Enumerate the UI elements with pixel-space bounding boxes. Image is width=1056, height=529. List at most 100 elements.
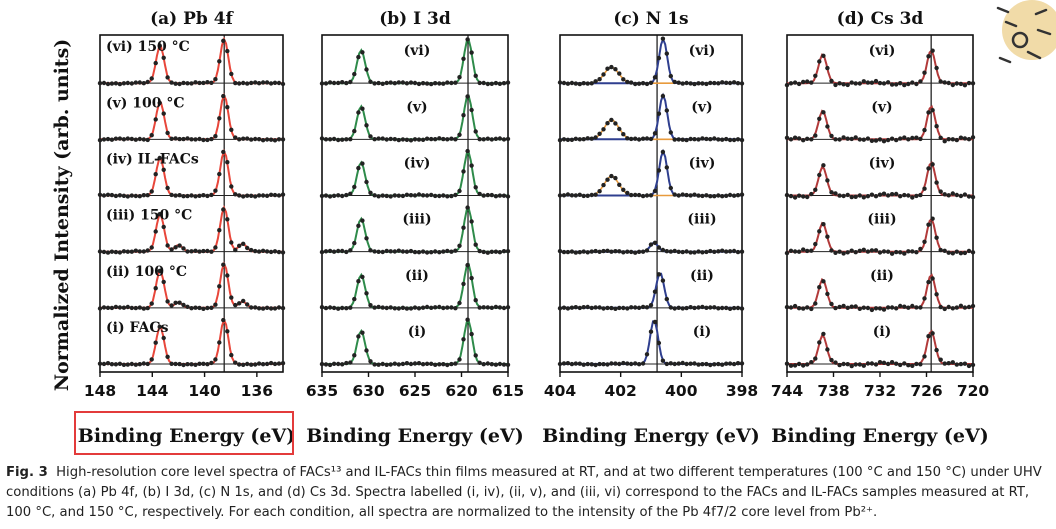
data-point xyxy=(331,193,337,198)
data-point xyxy=(700,136,705,141)
data-point xyxy=(105,192,111,197)
data-point xyxy=(857,137,862,142)
data-point xyxy=(113,136,119,141)
data-point xyxy=(660,36,666,41)
data-point xyxy=(938,135,943,140)
data-point xyxy=(217,171,222,177)
data-point xyxy=(360,161,365,166)
data-point xyxy=(497,305,503,310)
data-point xyxy=(829,357,834,363)
data-point xyxy=(640,249,646,254)
data-point xyxy=(601,248,606,254)
data-point xyxy=(213,302,218,307)
data-point xyxy=(601,182,606,188)
data-point xyxy=(865,194,871,199)
panel-frame xyxy=(786,34,974,373)
series-label: (vi) 150 °C xyxy=(106,39,190,55)
data-point xyxy=(617,361,622,367)
data-point xyxy=(605,362,610,367)
data-point xyxy=(121,81,127,86)
data-point xyxy=(593,192,598,197)
data-point xyxy=(501,81,507,86)
data-point xyxy=(272,138,278,143)
data-point xyxy=(457,75,462,80)
data-point xyxy=(801,79,806,85)
data-point xyxy=(784,361,790,366)
data-point xyxy=(133,305,138,311)
data-point xyxy=(101,361,107,367)
data-point xyxy=(966,248,972,254)
data-point xyxy=(914,193,919,199)
series-label: (iii) xyxy=(402,212,431,228)
data-point xyxy=(276,80,282,86)
data-point xyxy=(352,128,357,134)
data-point xyxy=(340,248,345,254)
data-point xyxy=(902,251,907,256)
data-point xyxy=(585,361,590,367)
data-point xyxy=(805,136,810,141)
data-point xyxy=(712,305,717,310)
data-point xyxy=(149,133,154,138)
data-point xyxy=(327,80,333,85)
data-point xyxy=(644,352,650,357)
data-point xyxy=(731,137,737,143)
data-point xyxy=(640,81,646,86)
data-point xyxy=(680,192,685,197)
data-point xyxy=(420,362,426,367)
decoration-strokes-icon xyxy=(996,6,1052,64)
x-tick-label: 144 xyxy=(136,382,169,400)
data-point xyxy=(617,126,622,132)
series-2: (v) xyxy=(319,94,511,143)
x-tick-label: 726 xyxy=(910,382,942,400)
data-point xyxy=(501,305,507,311)
data-point xyxy=(605,248,610,253)
data-point xyxy=(966,137,972,142)
data-point xyxy=(141,137,146,142)
data-point xyxy=(629,305,634,310)
data-point xyxy=(217,284,222,289)
data-point xyxy=(557,138,563,143)
data-point xyxy=(918,362,923,367)
x-tick-label: 630 xyxy=(352,382,385,400)
data-point xyxy=(877,250,883,255)
data-point xyxy=(918,305,923,310)
data-point xyxy=(145,79,150,85)
series-2: (v) xyxy=(557,92,745,143)
data-point xyxy=(477,137,482,142)
data-point xyxy=(137,194,142,199)
data-point xyxy=(97,306,103,311)
data-point xyxy=(877,192,883,197)
data-point xyxy=(609,305,614,311)
data-point xyxy=(497,81,503,87)
data-point xyxy=(569,305,575,310)
data-point xyxy=(894,82,899,87)
data-point xyxy=(245,136,250,141)
data-point xyxy=(356,223,361,228)
data-point xyxy=(145,248,150,253)
data-point xyxy=(473,353,478,358)
data-point xyxy=(157,43,162,48)
data-point xyxy=(849,248,854,253)
data-point xyxy=(268,360,274,366)
data-point xyxy=(125,136,130,141)
data-point xyxy=(433,193,438,199)
data-point xyxy=(833,82,838,88)
data-point xyxy=(881,139,887,144)
series-6: (i) FACs xyxy=(97,317,286,368)
data-point xyxy=(276,361,282,366)
data-point xyxy=(241,298,246,304)
data-point xyxy=(169,136,174,141)
caption-text: High-resolution core level spectra of FA… xyxy=(6,465,1042,520)
data-point xyxy=(376,362,381,367)
data-point xyxy=(621,250,626,255)
data-point xyxy=(739,361,745,366)
data-point xyxy=(557,306,563,311)
data-point xyxy=(954,305,959,310)
data-point xyxy=(400,305,406,310)
data-point xyxy=(684,192,689,198)
data-point xyxy=(245,245,250,251)
data-point xyxy=(233,192,238,197)
data-point xyxy=(173,361,178,367)
data-point xyxy=(708,194,713,199)
data-point xyxy=(253,305,258,310)
